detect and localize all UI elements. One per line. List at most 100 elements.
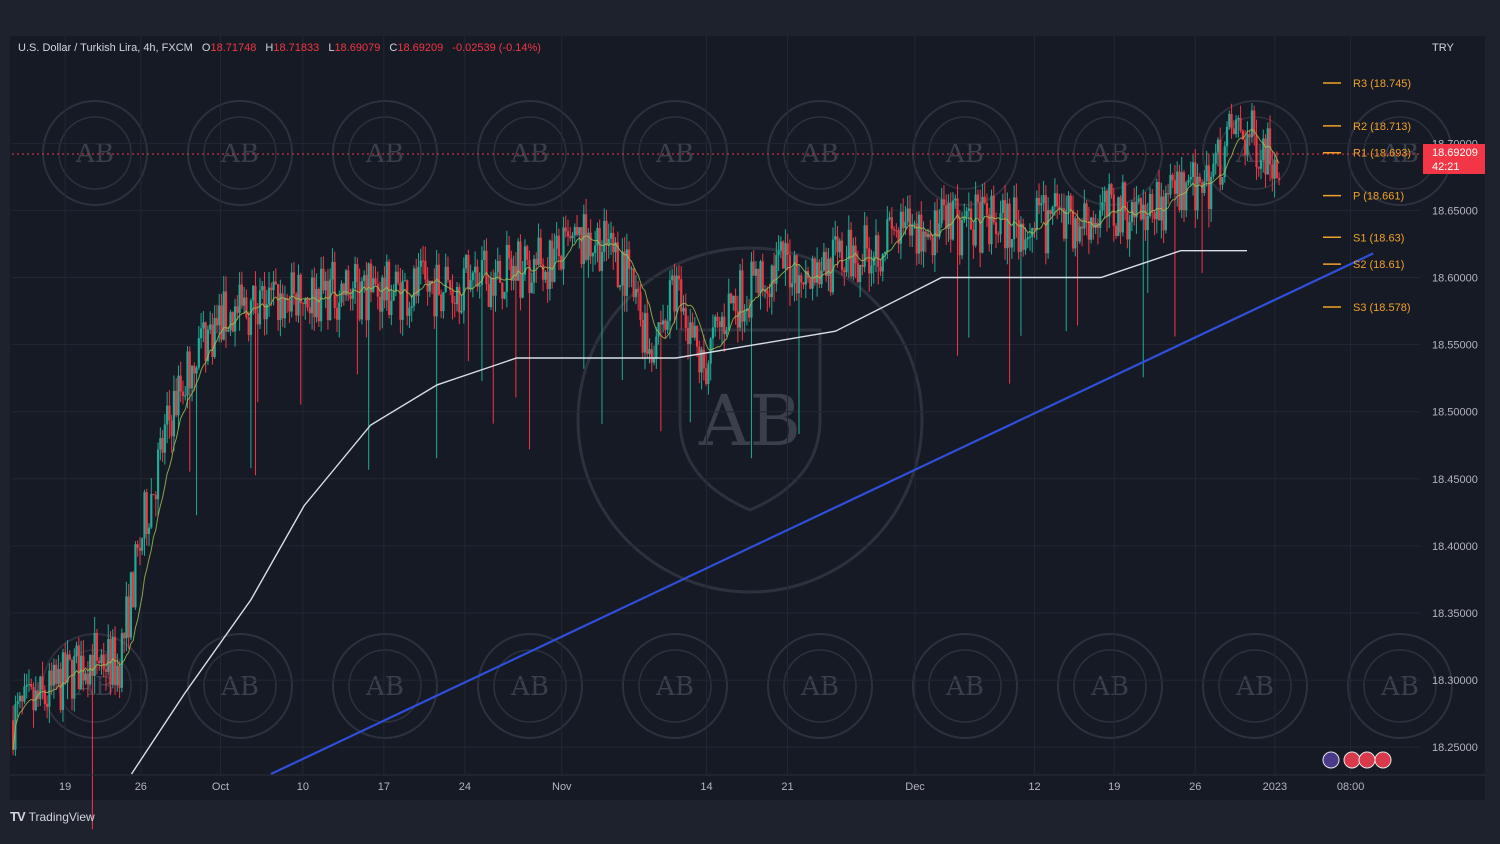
price-tick-label: 18.40000 — [1432, 541, 1478, 553]
candle — [646, 300, 649, 359]
candle — [1246, 121, 1249, 162]
candle — [1049, 209, 1052, 220]
candle — [859, 264, 862, 298]
candle — [68, 650, 71, 660]
candle — [718, 316, 721, 340]
candle — [1278, 172, 1281, 186]
candle — [385, 254, 388, 311]
candle — [154, 491, 157, 517]
candle — [709, 337, 712, 381]
candle — [1022, 218, 1025, 257]
us-flag-event-icon[interactable] — [1358, 751, 1376, 769]
candle — [107, 624, 110, 676]
candle — [150, 478, 153, 529]
candle — [657, 322, 660, 345]
candle — [100, 648, 103, 675]
event-icons[interactable] — [1322, 751, 1392, 769]
candle — [1085, 200, 1088, 236]
candle — [831, 227, 835, 295]
candle — [698, 340, 701, 384]
candle — [104, 653, 108, 691]
candle — [514, 252, 517, 398]
candle — [630, 266, 633, 288]
candle — [98, 656, 101, 671]
candle — [1083, 189, 1086, 236]
candle — [732, 295, 735, 311]
candle — [458, 283, 461, 325]
candle — [915, 211, 918, 266]
candle — [677, 264, 681, 291]
candle — [1167, 183, 1170, 205]
candle — [791, 267, 794, 296]
candle — [177, 365, 180, 429]
watermark-emblem-icon: AB — [477, 100, 583, 206]
candle — [281, 284, 284, 327]
close-label: C — [389, 42, 398, 54]
symbol-title[interactable]: U.S. Dollar / Turkish Lira, 4h, FXCM — [18, 42, 193, 54]
candle — [344, 269, 348, 301]
candle — [840, 232, 844, 276]
candle — [870, 249, 873, 287]
candle — [623, 237, 626, 312]
candle — [1160, 182, 1163, 239]
candle — [911, 213, 914, 247]
last-price-value: 18.69209 — [1432, 146, 1478, 159]
candle — [331, 248, 334, 293]
tradingview-logo[interactable]: TV TradingView — [10, 809, 95, 824]
candle — [254, 271, 257, 476]
candle — [605, 209, 608, 261]
candle — [324, 271, 327, 309]
candle — [874, 219, 878, 273]
candle — [666, 305, 669, 334]
candle — [215, 304, 219, 334]
candle — [1180, 156, 1183, 219]
candle — [322, 256, 325, 294]
time-tick-label: 2023 — [1263, 781, 1287, 793]
candle — [1228, 110, 1231, 130]
candle — [668, 270, 671, 339]
candle — [147, 523, 151, 547]
trendline[interactable] — [270, 252, 1374, 775]
bar-countdown: 42:21 — [1432, 160, 1460, 173]
candle — [446, 256, 450, 283]
candle — [759, 259, 762, 310]
watermark-emblem-icon: AB — [332, 633, 438, 739]
candle — [267, 272, 271, 317]
candle — [487, 275, 490, 308]
candle — [637, 281, 640, 311]
pivot-level: S1 (18.63) — [1323, 232, 1404, 244]
candle — [1157, 170, 1161, 221]
candle — [1230, 103, 1233, 139]
lightning-event-icon[interactable] — [1322, 751, 1340, 769]
candle — [1135, 185, 1138, 234]
candle — [675, 266, 678, 330]
candle — [1108, 173, 1111, 228]
candle — [662, 304, 665, 333]
candle — [1216, 137, 1220, 167]
candle — [406, 279, 409, 326]
us-flag-event-icon[interactable] — [1374, 751, 1392, 769]
candle — [419, 248, 422, 285]
candle — [197, 326, 200, 371]
candle — [949, 192, 952, 253]
candle — [451, 274, 454, 320]
candle — [310, 269, 314, 330]
candle — [86, 661, 89, 698]
candle — [428, 280, 431, 298]
candle — [557, 228, 561, 271]
candle — [1169, 163, 1172, 199]
candle — [936, 198, 939, 254]
candle — [981, 183, 984, 254]
candle — [999, 200, 1002, 243]
us-flag-event-icon[interactable] — [1343, 751, 1361, 769]
candle — [288, 295, 291, 324]
candle — [1187, 174, 1190, 186]
candle — [1189, 161, 1192, 187]
candle — [188, 346, 191, 472]
candle — [643, 304, 647, 370]
candle — [877, 231, 880, 285]
candle — [1203, 170, 1206, 196]
time-tick-label: 19 — [59, 781, 71, 793]
close-value: 18.69209 — [397, 42, 444, 54]
